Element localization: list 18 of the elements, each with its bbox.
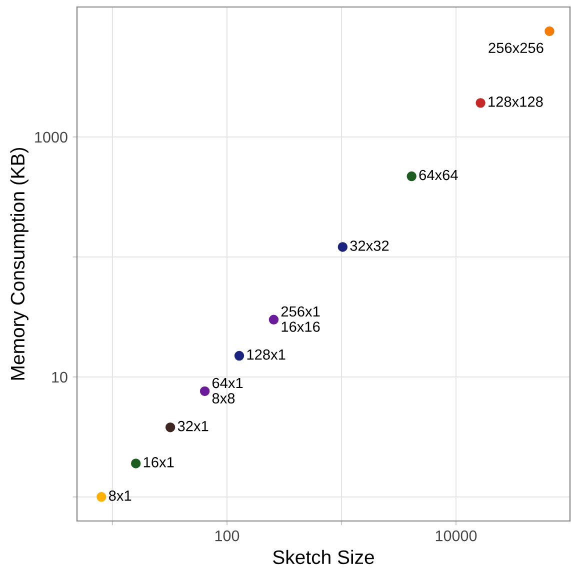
annotation: 128x1 bbox=[247, 349, 286, 360]
annotation: 16x1 bbox=[144, 457, 174, 468]
x-axis-title: Sketch Size bbox=[273, 550, 374, 564]
annotation: 16x16 bbox=[282, 322, 320, 332]
annotation: 64x1 bbox=[212, 378, 243, 388]
annotation: 32x1 bbox=[178, 420, 208, 432]
y-tick-label: 1000 bbox=[35, 132, 68, 143]
annotation: 128x128 bbox=[488, 96, 543, 107]
annotation: 256x1 bbox=[281, 306, 320, 317]
annotation: 8x8 bbox=[212, 393, 235, 404]
x-tick-label: 10000 bbox=[436, 530, 477, 542]
x-tick-label: 100 bbox=[215, 530, 240, 542]
y-tick-label: 10 bbox=[52, 372, 68, 383]
y-axis-title: Memory Consumption (KB) bbox=[10, 148, 28, 380]
annotation: 64x64 bbox=[419, 170, 458, 180]
annotation: 256x256 bbox=[488, 42, 544, 54]
annotation: 8x1 bbox=[108, 490, 132, 501]
annotation: 32x32 bbox=[350, 240, 389, 251]
